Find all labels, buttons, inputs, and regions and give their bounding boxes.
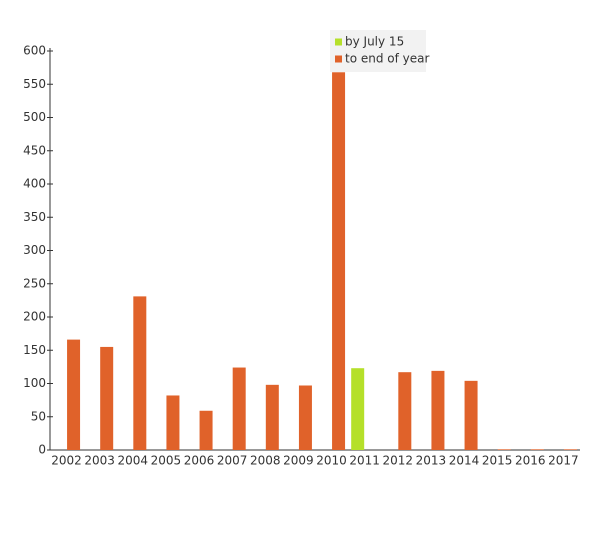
y-tick-label: 350 xyxy=(23,210,46,224)
y-tick-label: 300 xyxy=(23,243,46,257)
y-tick-label: 500 xyxy=(23,110,46,124)
bar xyxy=(497,449,511,450)
legend-label: by July 15 xyxy=(345,35,404,49)
bar xyxy=(133,296,147,450)
x-tick-label: 2017 xyxy=(548,454,579,468)
x-tick-label: 2006 xyxy=(184,454,215,468)
x-tick-label: 2011 xyxy=(349,454,380,468)
bar xyxy=(232,367,246,450)
bar xyxy=(332,72,346,450)
x-tick-label: 2007 xyxy=(217,454,248,468)
bar xyxy=(100,346,114,450)
x-tick-label: 2016 xyxy=(515,454,546,468)
x-tick-label: 2014 xyxy=(449,454,480,468)
x-tick-label: 2010 xyxy=(316,454,347,468)
legend xyxy=(330,30,426,72)
bar xyxy=(67,339,81,450)
legend-swatch xyxy=(335,55,342,63)
bar xyxy=(199,410,213,450)
bar xyxy=(563,449,577,450)
y-tick-label: 100 xyxy=(23,376,46,390)
y-tick-label: 0 xyxy=(38,443,46,457)
y-tick-label: 550 xyxy=(23,77,46,91)
legend-swatch xyxy=(335,38,342,46)
bar xyxy=(351,368,365,450)
y-tick-label: 50 xyxy=(31,409,46,423)
y-tick-label: 150 xyxy=(23,343,46,357)
x-tick-label: 2015 xyxy=(482,454,513,468)
bar xyxy=(398,372,412,450)
bar xyxy=(464,380,478,450)
legend-label: to end of year xyxy=(345,52,430,66)
bar xyxy=(265,384,279,450)
x-tick-label: 2003 xyxy=(84,454,115,468)
y-tick-label: 450 xyxy=(23,143,46,157)
y-tick-label: 250 xyxy=(23,276,46,290)
x-tick-label: 2009 xyxy=(283,454,314,468)
y-tick-label: 600 xyxy=(23,44,46,58)
x-tick-label: 2008 xyxy=(250,454,281,468)
bar xyxy=(166,395,180,450)
bar xyxy=(431,370,445,450)
bar xyxy=(298,385,312,450)
y-tick-label: 400 xyxy=(23,177,46,191)
x-tick-label: 2004 xyxy=(118,454,149,468)
x-tick-label: 2005 xyxy=(151,454,182,468)
bar xyxy=(530,449,544,450)
y-tick-label: 200 xyxy=(23,310,46,324)
x-tick-label: 2013 xyxy=(416,454,447,468)
x-tick-label: 2012 xyxy=(383,454,414,468)
x-tick-label: 2002 xyxy=(51,454,82,468)
